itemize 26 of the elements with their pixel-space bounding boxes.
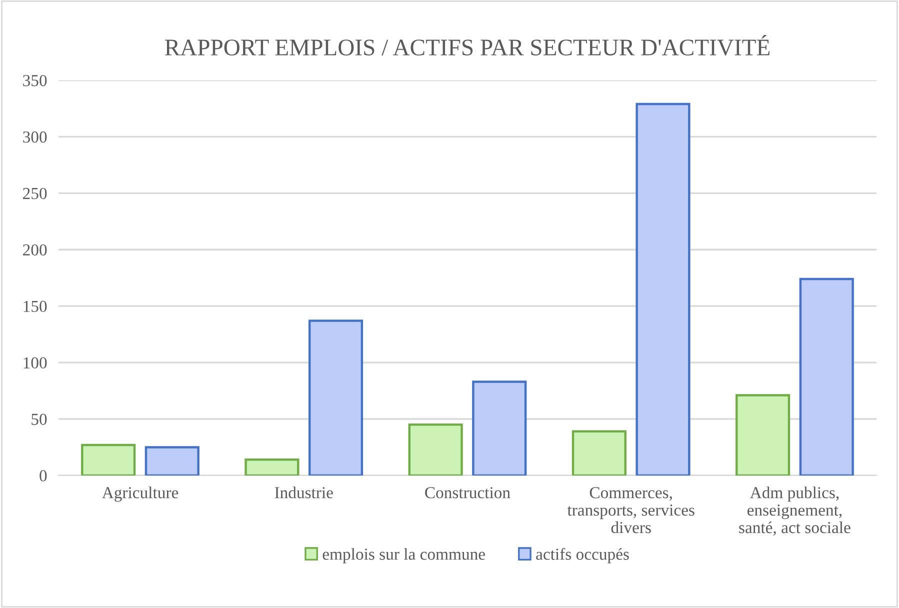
y-tick-label: 100 (24, 357, 47, 368)
y-tick-label: 250 (23, 188, 47, 200)
y-tick-label: 300 (23, 131, 47, 143)
x-tick-label: Industrie (274, 486, 333, 498)
bar (81, 444, 136, 476)
x-tick-label: Commerces, transports, services divers (567, 487, 694, 534)
bar (408, 424, 463, 476)
bar (572, 430, 626, 476)
y-tick-label: 0 (40, 470, 47, 482)
bar (736, 394, 790, 476)
bar (799, 278, 854, 476)
chart-title: RAPPORT EMPLOIS / ACTIFS PAR SECTEUR D'ACTIVITÉ (164, 35, 770, 56)
bar (472, 380, 527, 476)
y-tick-label: 50 (32, 414, 47, 425)
x-tick-label: Agriculture (102, 486, 178, 502)
x-tick-label: Adm publics, enseignement, santé, act sociale (739, 486, 850, 536)
bar (144, 446, 200, 476)
x-tick-label: Construction (425, 487, 510, 498)
legend-label: emplois sur la commune (322, 548, 485, 564)
y-tick-label: 200 (23, 244, 47, 256)
bar (308, 320, 364, 476)
legend-label: actifs occupés (536, 548, 629, 564)
y-tick-label: 350 (23, 74, 47, 86)
bar (636, 102, 690, 476)
bar (244, 458, 300, 476)
y-tick-label: 150 (24, 300, 47, 312)
